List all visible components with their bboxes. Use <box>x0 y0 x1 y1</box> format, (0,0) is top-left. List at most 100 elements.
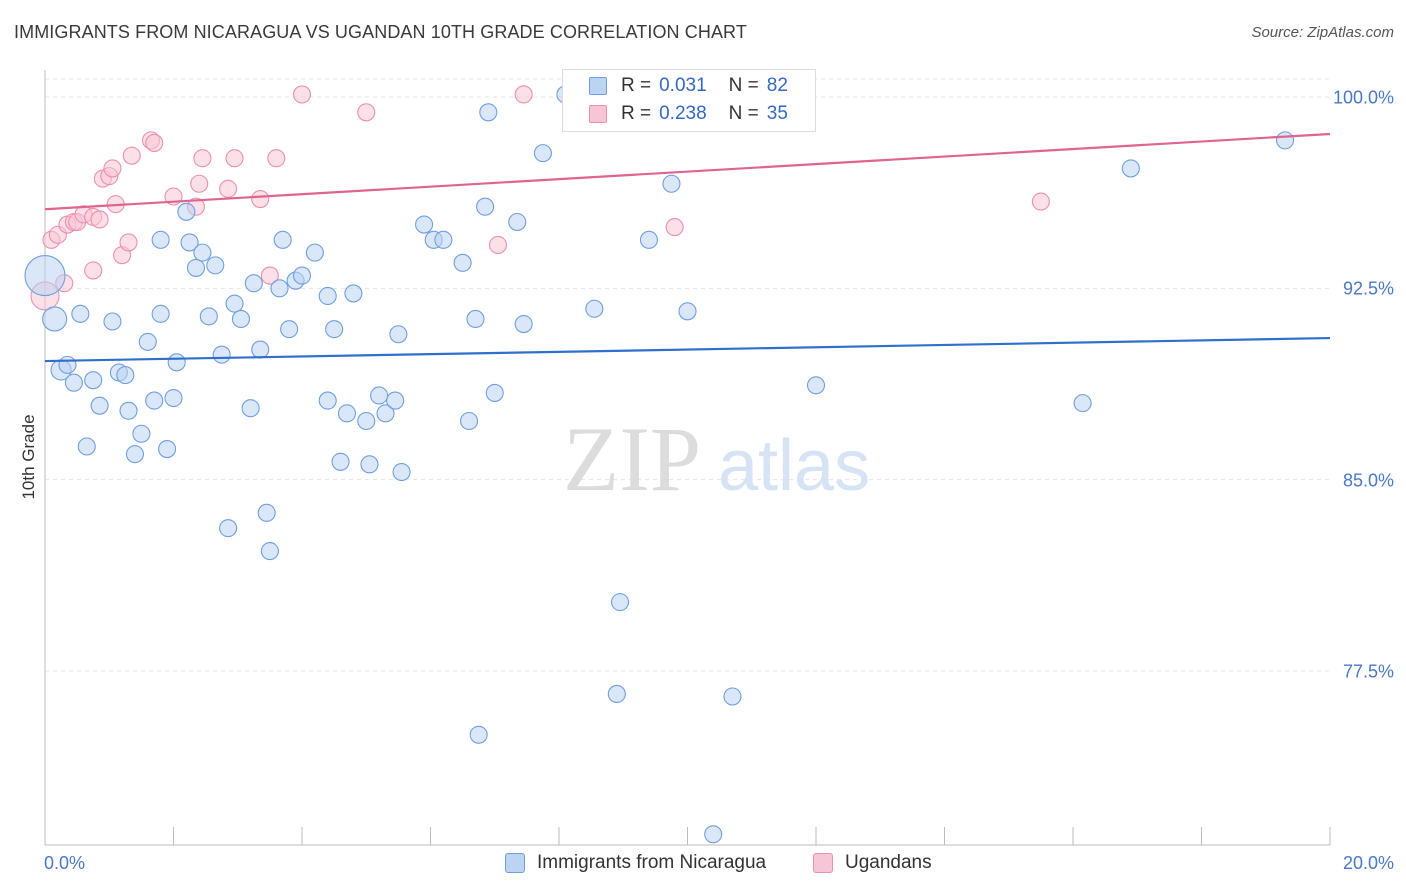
nicaragua-point <box>64 373 83 392</box>
nicaragua-point <box>151 304 170 323</box>
ugandans-point <box>1031 192 1050 211</box>
y-tick-label: 77.5% <box>1342 661 1394 682</box>
ugandans-point <box>514 85 533 104</box>
nicaragua-point <box>476 197 495 216</box>
nicaragua-point <box>639 230 659 249</box>
nicaragua-point <box>386 391 405 410</box>
nicaragua-point <box>514 314 533 334</box>
legend-swatch-blue <box>589 77 607 95</box>
ugandans-point <box>488 235 508 255</box>
nicaragua-point <box>479 103 498 122</box>
legend-n-value: 35 <box>766 103 788 124</box>
y-tick-label: 100.0% <box>1332 87 1394 108</box>
legend-n-value: 82 <box>766 75 788 96</box>
legend-row-ugandans: R = 0.238 N = 35 <box>589 102 788 126</box>
nicaragua-point <box>244 274 263 293</box>
nicaragua-point <box>466 309 485 328</box>
nicaragua-point <box>337 404 357 423</box>
nicaragua-point <box>71 304 90 323</box>
nicaragua-point <box>167 353 186 372</box>
nicaragua-point <box>164 388 183 408</box>
ugandans-point <box>665 218 684 237</box>
x-tick-label-min: 0.0% <box>44 853 86 873</box>
ugandans-point <box>219 179 238 198</box>
nicaragua-point <box>251 340 270 359</box>
nicaragua-point <box>415 215 434 234</box>
nicaragua-point <box>177 202 196 221</box>
ugandans-point <box>357 103 376 122</box>
nicaragua-point <box>360 455 379 474</box>
nicaragua-point <box>305 243 324 262</box>
ugandans-point <box>145 133 164 152</box>
ugandans-point <box>84 261 103 280</box>
nicaragua-point <box>610 593 630 612</box>
axes <box>44 70 1331 846</box>
nicaragua-point <box>186 258 206 277</box>
nicaragua-point <box>662 174 681 193</box>
nicaragua-point <box>273 230 292 249</box>
legend-swatch-pink <box>589 105 607 123</box>
nicaragua-point <box>58 355 77 374</box>
nicaragua-point <box>158 440 177 459</box>
stats-legend: R = 0.031 N = 82 R = 0.238 N = 35 <box>562 69 816 132</box>
nicaragua-point <box>132 424 151 443</box>
legend-r-value: 0.031 <box>659 75 707 96</box>
nicaragua-point <box>219 519 238 538</box>
nicaragua-point <box>453 253 472 272</box>
nicaragua-point <box>116 366 135 385</box>
nicaragua-point <box>331 452 350 471</box>
trend-lines <box>44 132 1331 363</box>
y-tick-label: 92.5% <box>1342 278 1394 299</box>
nicaragua-point <box>260 542 279 561</box>
legend-label-ugandans: Ugandans <box>845 852 932 873</box>
ugandans-point <box>260 266 279 285</box>
ugandans-points <box>30 85 1050 311</box>
watermark-zip: ZIP <box>563 408 701 510</box>
source-label: Source: ZipAtlas.com <box>1251 24 1394 41</box>
legend-r-value: 0.238 <box>659 103 707 124</box>
watermark-atlas: atlas <box>718 426 870 506</box>
nicaragua-point <box>212 345 231 364</box>
nicaragua-point <box>138 332 157 351</box>
nicaragua-point <box>193 243 212 262</box>
y-tick-label: 85.0% <box>1342 470 1394 491</box>
nicaragua-trend-line <box>44 336 1331 363</box>
ugandans-point <box>225 149 244 168</box>
nicaragua-points <box>24 85 1295 844</box>
ugandans-point <box>267 149 286 168</box>
ugandans-point <box>122 146 141 165</box>
nicaragua-point <box>1275 131 1295 150</box>
ugandans-point <box>119 233 138 252</box>
nicaragua-point <box>533 144 552 163</box>
nicaragua-point <box>318 391 337 410</box>
nicaragua-point <box>678 302 697 321</box>
legend-item-ugandans: Ugandans <box>813 852 932 874</box>
nicaragua-point <box>723 687 742 706</box>
nicaragua-point <box>357 411 376 431</box>
nicaragua-point <box>392 462 411 482</box>
nicaragua-point <box>24 255 66 297</box>
legend-n-label: N = <box>728 75 759 96</box>
legend-r-label: R = <box>621 103 652 124</box>
x-tick-label-max: 20.0% <box>1342 853 1394 873</box>
ugandans-point <box>292 85 312 104</box>
nicaragua-point <box>508 212 527 232</box>
nicaragua-point <box>125 445 144 464</box>
nicaragua-point <box>704 825 723 844</box>
ugandans-point <box>251 189 270 209</box>
nicaragua-point <box>434 230 453 249</box>
nicaragua-point <box>318 286 337 306</box>
nicaragua-point <box>325 320 344 339</box>
nicaragua-point <box>119 401 138 420</box>
nicaragua-point <box>344 284 363 303</box>
nicaragua-point <box>806 376 826 395</box>
nicaragua-point <box>292 266 312 285</box>
nicaragua-point <box>77 437 96 456</box>
chart-title: IMMIGRANTS FROM NICARAGUA VS UGANDAN 10T… <box>14 22 747 42</box>
ugandans-point <box>90 210 109 229</box>
legend-item-nicaragua: Immigrants from Nicaragua <box>505 852 766 874</box>
legend-r-label: R = <box>621 75 652 96</box>
legend-swatch-blue <box>505 853 525 873</box>
ugandans-point <box>103 159 122 178</box>
